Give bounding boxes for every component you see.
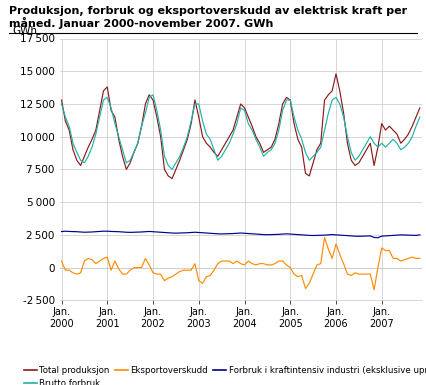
Text: Produksjon, forbruk og eksportoverskudd av elektrisk kraft per: Produksjon, forbruk og eksportoverskudd … (9, 6, 407, 16)
Text: måned. Januar 2000-november 2007. GWh: måned. Januar 2000-november 2007. GWh (9, 17, 273, 29)
Text: GWh: GWh (13, 26, 37, 36)
Legend: Total produksjon, Brutto forbruk, Eksportoverskudd, Forbruk i kraftintensiv indu: Total produksjon, Brutto forbruk, Ekspor… (20, 362, 426, 385)
